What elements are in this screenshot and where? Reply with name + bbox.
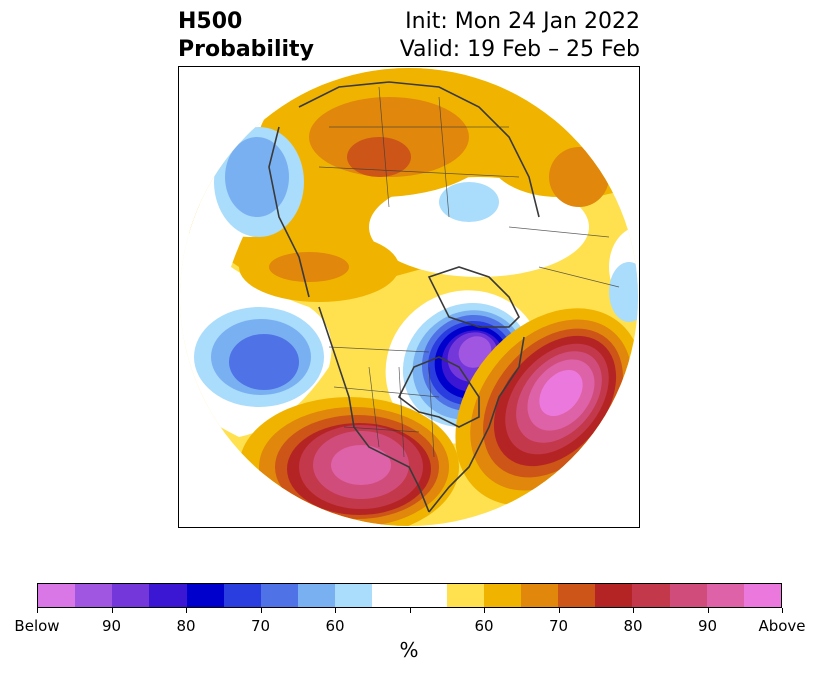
colorbar-tick (782, 608, 783, 613)
colorbar-tick (335, 608, 336, 613)
colorbar-segment (38, 584, 76, 607)
valid-range: Valid: 19 Feb – 25 Feb (399, 37, 640, 62)
colorbar-segment (298, 584, 336, 607)
colorbar-tick-label: 60 (474, 617, 494, 635)
map-dates: Init: Mon 24 Jan 2022 Valid: 19 Feb – 25… (400, 8, 640, 64)
colorbar-segment (260, 584, 299, 607)
colorbar-segment (75, 584, 113, 607)
colorbar-segment (446, 584, 484, 607)
title-variable: H500 (178, 9, 243, 34)
colorbar-segment (706, 584, 744, 607)
polar-map (180, 68, 638, 526)
colorbar (37, 583, 782, 608)
colorbar-segment (372, 584, 447, 607)
colorbar-unit-label: % (399, 638, 419, 662)
colorbar-tick-label: 80 (176, 617, 196, 635)
colorbar-tick-label: 80 (623, 617, 643, 635)
colorbar-segment (558, 584, 596, 607)
colorbar-segment (632, 584, 670, 607)
colorbar-segment (483, 584, 522, 607)
colorbar-tick (37, 608, 38, 613)
colorbar-tick-label: Above (758, 617, 806, 635)
colorbar-tick-label: 70 (548, 617, 569, 635)
map-title: H500 Probability (178, 8, 314, 64)
colorbar-tick (633, 608, 634, 613)
colorbar-tick-label: Below (14, 617, 60, 635)
colorbar-tick-label: 90 (101, 617, 122, 635)
colorbar-tick-label: 70 (250, 617, 271, 635)
map-panel (178, 66, 640, 528)
colorbar-tick-label: 90 (697, 617, 718, 635)
init-date: Init: Mon 24 Jan 2022 (405, 9, 640, 34)
colorbar-tick (111, 608, 113, 613)
colorbar-tick (558, 608, 560, 613)
colorbar-segment (149, 584, 187, 607)
colorbar-tick-label: 60 (325, 617, 345, 635)
title-field: Probability (178, 37, 314, 62)
colorbar-tick (484, 608, 485, 613)
colorbar-segment (521, 584, 559, 607)
colorbar-segment (669, 584, 707, 607)
colorbar-segment (335, 584, 373, 607)
colorbar-segment (186, 584, 224, 607)
colorbar-tick (409, 608, 411, 613)
colorbar-tick (186, 608, 187, 613)
colorbar-tick (707, 608, 709, 613)
colorbar-tick (260, 608, 262, 613)
colorbar-segment (595, 584, 633, 607)
colorbar-segment (223, 584, 261, 607)
colorbar-segment (743, 584, 782, 607)
colorbar-segment (112, 584, 150, 607)
